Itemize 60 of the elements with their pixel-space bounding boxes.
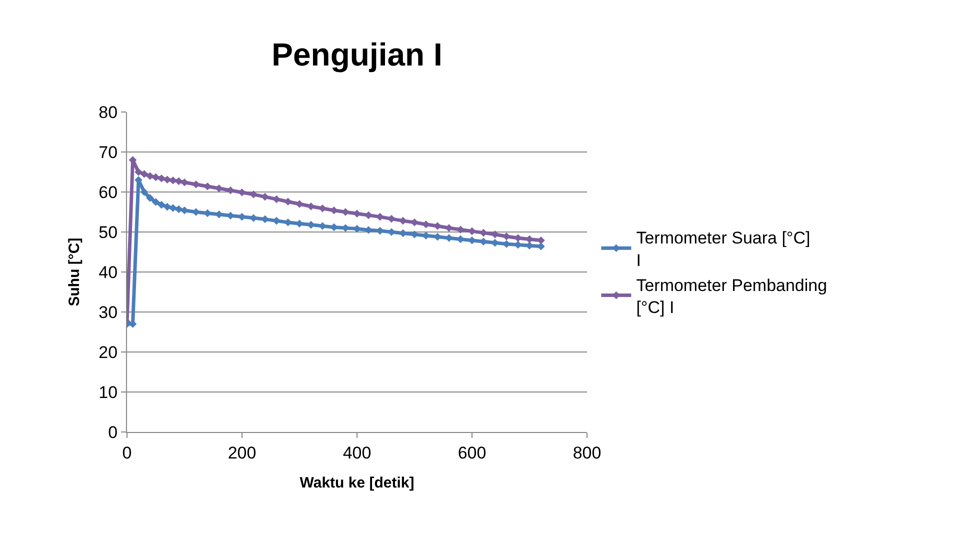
point	[491, 238, 499, 247]
y-tick-label: 60	[98, 182, 118, 202]
point	[261, 192, 269, 201]
point	[140, 170, 148, 178]
point	[434, 222, 442, 230]
point	[272, 216, 280, 225]
point	[163, 202, 172, 211]
point	[250, 190, 258, 198]
y-tick-label: 80	[98, 102, 118, 122]
x-tick-label: 0	[122, 443, 132, 462]
point	[152, 198, 160, 206]
point	[364, 211, 372, 220]
point	[158, 174, 166, 182]
x-tick-label: 200	[228, 443, 256, 462]
x-tick-label: 800	[572, 443, 602, 462]
y-tick-label: 30	[98, 302, 118, 322]
legend-label: Termometer Pembanding [°C] I	[636, 276, 828, 317]
point	[410, 218, 418, 226]
y-tick-label: 0	[108, 422, 118, 442]
x-tick-label: 400	[342, 443, 372, 462]
chart-title: Pengujian I	[272, 36, 442, 73]
x-axis-title: Waktu ke [detik]	[300, 474, 414, 492]
point	[140, 188, 148, 196]
point	[480, 228, 488, 237]
legend-label: Termometer Suara [°C] I	[636, 228, 810, 270]
point	[158, 200, 166, 209]
point	[307, 220, 315, 229]
point	[204, 182, 212, 190]
point	[342, 208, 350, 216]
point	[434, 232, 442, 241]
point	[456, 235, 464, 244]
y-tick-label: 20	[98, 342, 118, 362]
point	[146, 194, 154, 202]
point	[215, 184, 223, 192]
point	[296, 200, 304, 208]
point	[204, 209, 212, 218]
x-tick-label: 600	[458, 443, 486, 462]
point	[238, 212, 246, 221]
point	[537, 236, 545, 244]
point	[445, 224, 453, 232]
point	[272, 195, 280, 204]
point	[491, 230, 499, 238]
point	[399, 216, 407, 225]
point	[318, 204, 326, 212]
y-tick-label: 50	[98, 222, 118, 242]
point	[388, 214, 396, 223]
point	[502, 232, 510, 240]
point	[468, 227, 476, 236]
point	[284, 198, 292, 206]
point	[192, 180, 200, 188]
point	[238, 188, 246, 196]
point	[307, 202, 315, 210]
point	[180, 178, 188, 186]
y-tick-label: 40	[98, 262, 118, 282]
y-tick-label: 10	[98, 382, 118, 402]
point	[376, 212, 384, 221]
y-tick-label: 70	[98, 142, 118, 162]
y-axis-title: Suhu [°C]	[66, 238, 83, 306]
point	[261, 215, 269, 224]
point	[134, 168, 142, 176]
